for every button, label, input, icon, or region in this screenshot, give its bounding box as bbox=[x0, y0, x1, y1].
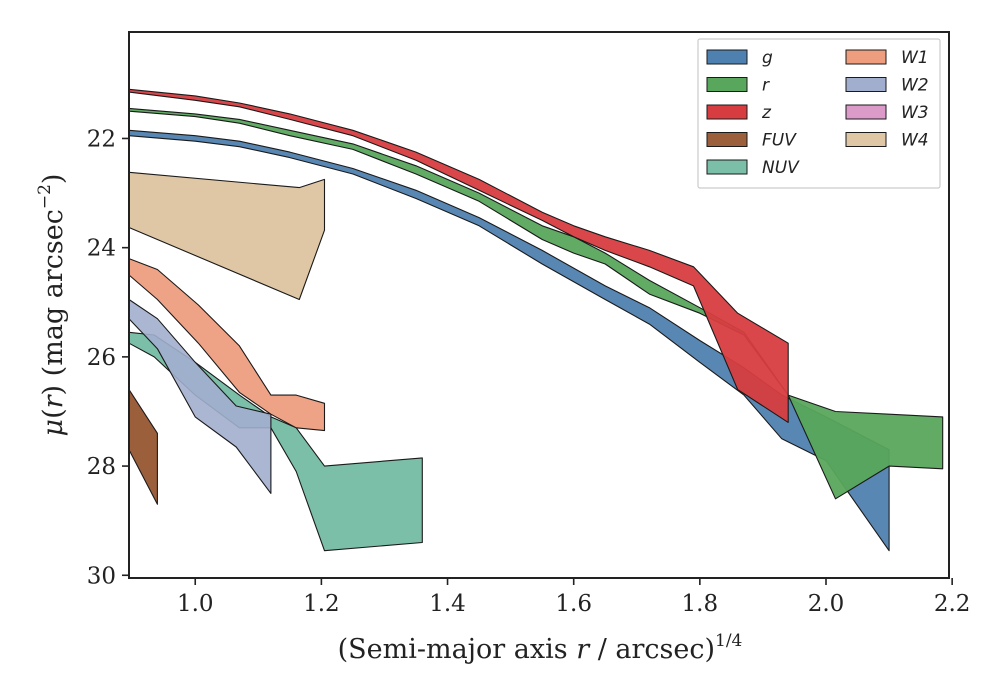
legend-label-w2: W2 bbox=[901, 76, 929, 96]
band-r bbox=[128, 107, 944, 500]
x-tick-label: 1.4 bbox=[429, 591, 466, 617]
legend-frame bbox=[697, 38, 941, 189]
legend: grz FUV NUV W1 W2 W3 W4 bbox=[697, 38, 941, 189]
x-tick-label: 2.2 bbox=[934, 591, 971, 617]
band-z bbox=[128, 88, 789, 423]
x-axis-label-sup: 1/4 bbox=[715, 631, 742, 651]
y-tick-label: 28 bbox=[87, 454, 116, 480]
legend-swatch-fuv bbox=[706, 132, 748, 147]
x-axis: 1.0 1.2 1.4 1.6 1.8 2.0 2.2 bbox=[177, 578, 971, 617]
y-tick-label: 30 bbox=[87, 563, 116, 589]
y-tick-label: 22 bbox=[87, 126, 116, 152]
x-tick-label: 1.2 bbox=[303, 591, 340, 617]
band-w1 bbox=[128, 258, 326, 432]
y-axis-label-close: ) bbox=[38, 174, 69, 185]
legend-label-w1: W1 bbox=[901, 48, 929, 68]
y-tick-label: 26 bbox=[87, 345, 116, 371]
legend-swatch-g bbox=[706, 49, 748, 65]
legend-label-z: z bbox=[761, 103, 772, 123]
y-tick-label: 24 bbox=[87, 236, 116, 262]
y-axis: 22 24 26 28 30 bbox=[87, 126, 129, 589]
legend-label-w3: W3 bbox=[901, 103, 929, 123]
legend-swatch-z bbox=[706, 104, 748, 120]
x-tick-label: 1.8 bbox=[682, 591, 719, 617]
band-layer bbox=[128, 88, 944, 552]
x-axis-label: (Semi-major axis r / arcsec)1/4 bbox=[338, 631, 743, 665]
x-tick-label: 1.0 bbox=[177, 591, 214, 617]
y-axis-label-sup: −2 bbox=[35, 184, 55, 209]
legend-label-g: g bbox=[762, 48, 773, 68]
x-axis-label-var: r bbox=[576, 634, 591, 665]
legend-label-r: r bbox=[762, 76, 770, 96]
plot-frame bbox=[128, 31, 950, 579]
legend-swatch-w1 bbox=[845, 49, 887, 65]
x-tick-label: 2.0 bbox=[808, 591, 845, 617]
y-axis-label: μ(r) (mag arcsec−2) bbox=[35, 174, 69, 437]
legend-swatch-w3 bbox=[845, 104, 887, 120]
legend-swatch-r bbox=[706, 77, 748, 92]
y-axis-label-mu: μ bbox=[38, 419, 69, 437]
x-axis-label-pre: (Semi-major axis bbox=[338, 634, 577, 665]
y-axis-label-pre: ( bbox=[38, 408, 69, 419]
x-tick-label: 1.6 bbox=[555, 591, 592, 617]
band-g bbox=[128, 129, 890, 552]
legend-label-w4: W4 bbox=[901, 131, 929, 151]
legend-label-fuv: FUV bbox=[762, 131, 797, 151]
legend-swatch-w2 bbox=[845, 77, 887, 92]
legend-swatch-w4 bbox=[845, 132, 887, 147]
x-axis-label-post: / arcsec) bbox=[589, 634, 715, 665]
legend-label-nuv: NUV bbox=[762, 158, 800, 178]
band-w2 bbox=[128, 298, 272, 494]
y-axis-label-var: r bbox=[38, 393, 69, 408]
legend-swatch-nuv bbox=[706, 159, 748, 175]
y-axis-label-post: ) (mag arcsec bbox=[38, 209, 69, 395]
